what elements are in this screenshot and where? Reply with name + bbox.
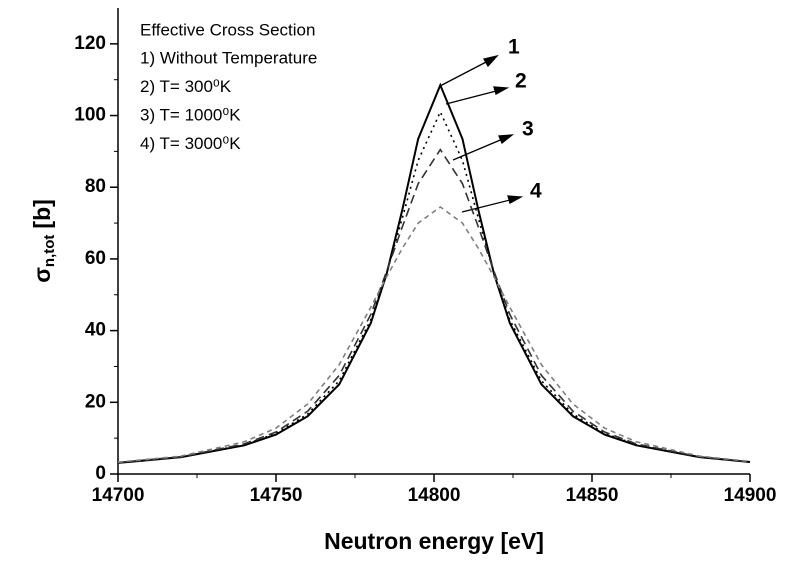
x-axis-title: Neutron energy [eV] [324, 528, 544, 554]
y-tick-label: 120 [74, 33, 106, 54]
arrow-head [493, 86, 510, 95]
x-tick-label: 14750 [250, 485, 303, 506]
series-line [117, 110, 751, 464]
arrows [439, 54, 524, 213]
x-tick-label: 14700 [92, 485, 145, 506]
y-tick-label: 60 [85, 248, 106, 269]
y-axis-title: σn,tot [b] [29, 199, 58, 283]
y-tick-label: 40 [85, 320, 106, 341]
legend-entry: 4) T= 3000⁰K [140, 134, 241, 153]
y-symbol: σ [29, 267, 55, 283]
arrow-head [483, 54, 499, 68]
arrow [445, 89, 501, 105]
y-tick-label: 80 [85, 176, 106, 197]
legend-entry: 1) Without Temperature [140, 48, 317, 67]
legend-title: Effective Cross Section [140, 20, 315, 39]
curve-label: 4 [530, 180, 542, 203]
x-tick-label: 14800 [408, 485, 461, 506]
x-tick-label: 14850 [566, 485, 619, 506]
curve-label: 1 [508, 36, 520, 59]
curve-label: 2 [515, 70, 527, 93]
y-tick-label: 20 [85, 391, 106, 412]
curve-label: 3 [522, 118, 534, 141]
series-line [117, 82, 751, 464]
legend-entry: 2) T= 300⁰K [140, 77, 232, 96]
y-subscript: n,tot [41, 235, 58, 267]
arrow [452, 137, 506, 161]
arrow-head [507, 195, 524, 204]
series-line [117, 148, 751, 464]
arrow [439, 59, 491, 87]
arrow [461, 198, 515, 213]
y-tick-label: 0 [95, 463, 106, 484]
y-tick-label: 100 [74, 105, 106, 126]
y-unit: [b] [29, 199, 55, 228]
arrow-head [498, 134, 515, 145]
series-line [117, 205, 751, 463]
x-tick-label: 14900 [724, 485, 777, 506]
legend-entry: 3) T= 1000⁰K [140, 105, 241, 124]
